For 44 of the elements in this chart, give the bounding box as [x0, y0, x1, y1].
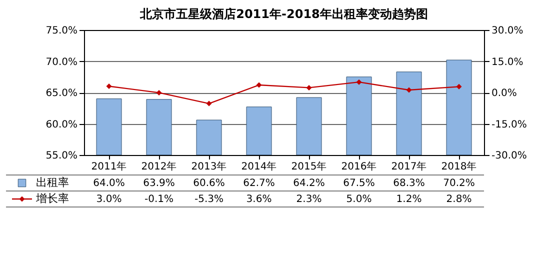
legend-label: 出租率	[36, 176, 69, 189]
data-label: -0.1%	[144, 194, 174, 205]
point	[356, 79, 362, 85]
point	[256, 82, 262, 88]
data-label: 67.5%	[343, 178, 375, 189]
x-tick-label: 2017年	[391, 160, 427, 172]
data-label: 1.2%	[396, 194, 422, 205]
data-label: 68.3%	[393, 178, 425, 189]
x-tick-label: 2015年	[291, 160, 327, 172]
point	[306, 84, 312, 90]
point	[156, 90, 162, 96]
y2-tick-label: 30.0%	[492, 26, 524, 36]
x-tick-label: 2012年	[141, 160, 177, 172]
data-label: 3.6%	[246, 194, 272, 205]
data-label: 2.8%	[446, 194, 472, 205]
data-label: -5.3%	[194, 194, 224, 205]
point	[456, 84, 462, 90]
x-tick-label: 2018年	[441, 160, 477, 172]
x-tick-label: 2016年	[341, 160, 377, 172]
data-label: 62.7%	[243, 178, 275, 189]
chart-title: 北京市五星级酒店2011年-2018年出租率变动趋势图	[139, 7, 428, 21]
x-tick-label: 2011年	[91, 160, 127, 172]
x-tick-label: 2013年	[191, 160, 227, 172]
data-label: 64.0%	[93, 178, 125, 189]
y-tick-label: 70.0%	[46, 56, 78, 68]
point	[406, 87, 412, 93]
data-label: 63.9%	[143, 178, 175, 189]
y-tick-label: 55.0%	[46, 150, 78, 162]
legend-label: 增长率	[35, 192, 69, 205]
data-label: 2.3%	[296, 194, 322, 205]
x-tick-label: 2014年	[241, 160, 277, 172]
y-tick-label: 60.0%	[46, 119, 78, 130]
y2-tick-label: -15.0%	[492, 119, 527, 130]
data-label: 64.2%	[293, 178, 325, 189]
y2-tick-label: 15.0%	[492, 56, 524, 68]
data-label: 70.2%	[443, 178, 475, 189]
data-label: 3.0%	[96, 194, 122, 205]
data-label: 60.6%	[193, 178, 225, 189]
data-label: 5.0%	[346, 194, 372, 205]
point	[206, 100, 212, 106]
y2-tick-label: 0.0%	[492, 88, 517, 99]
y-tick-label: 75.0%	[46, 26, 78, 36]
y2-tick-label: -30.0%	[492, 150, 527, 162]
y-tick-label: 65.0%	[46, 88, 78, 99]
